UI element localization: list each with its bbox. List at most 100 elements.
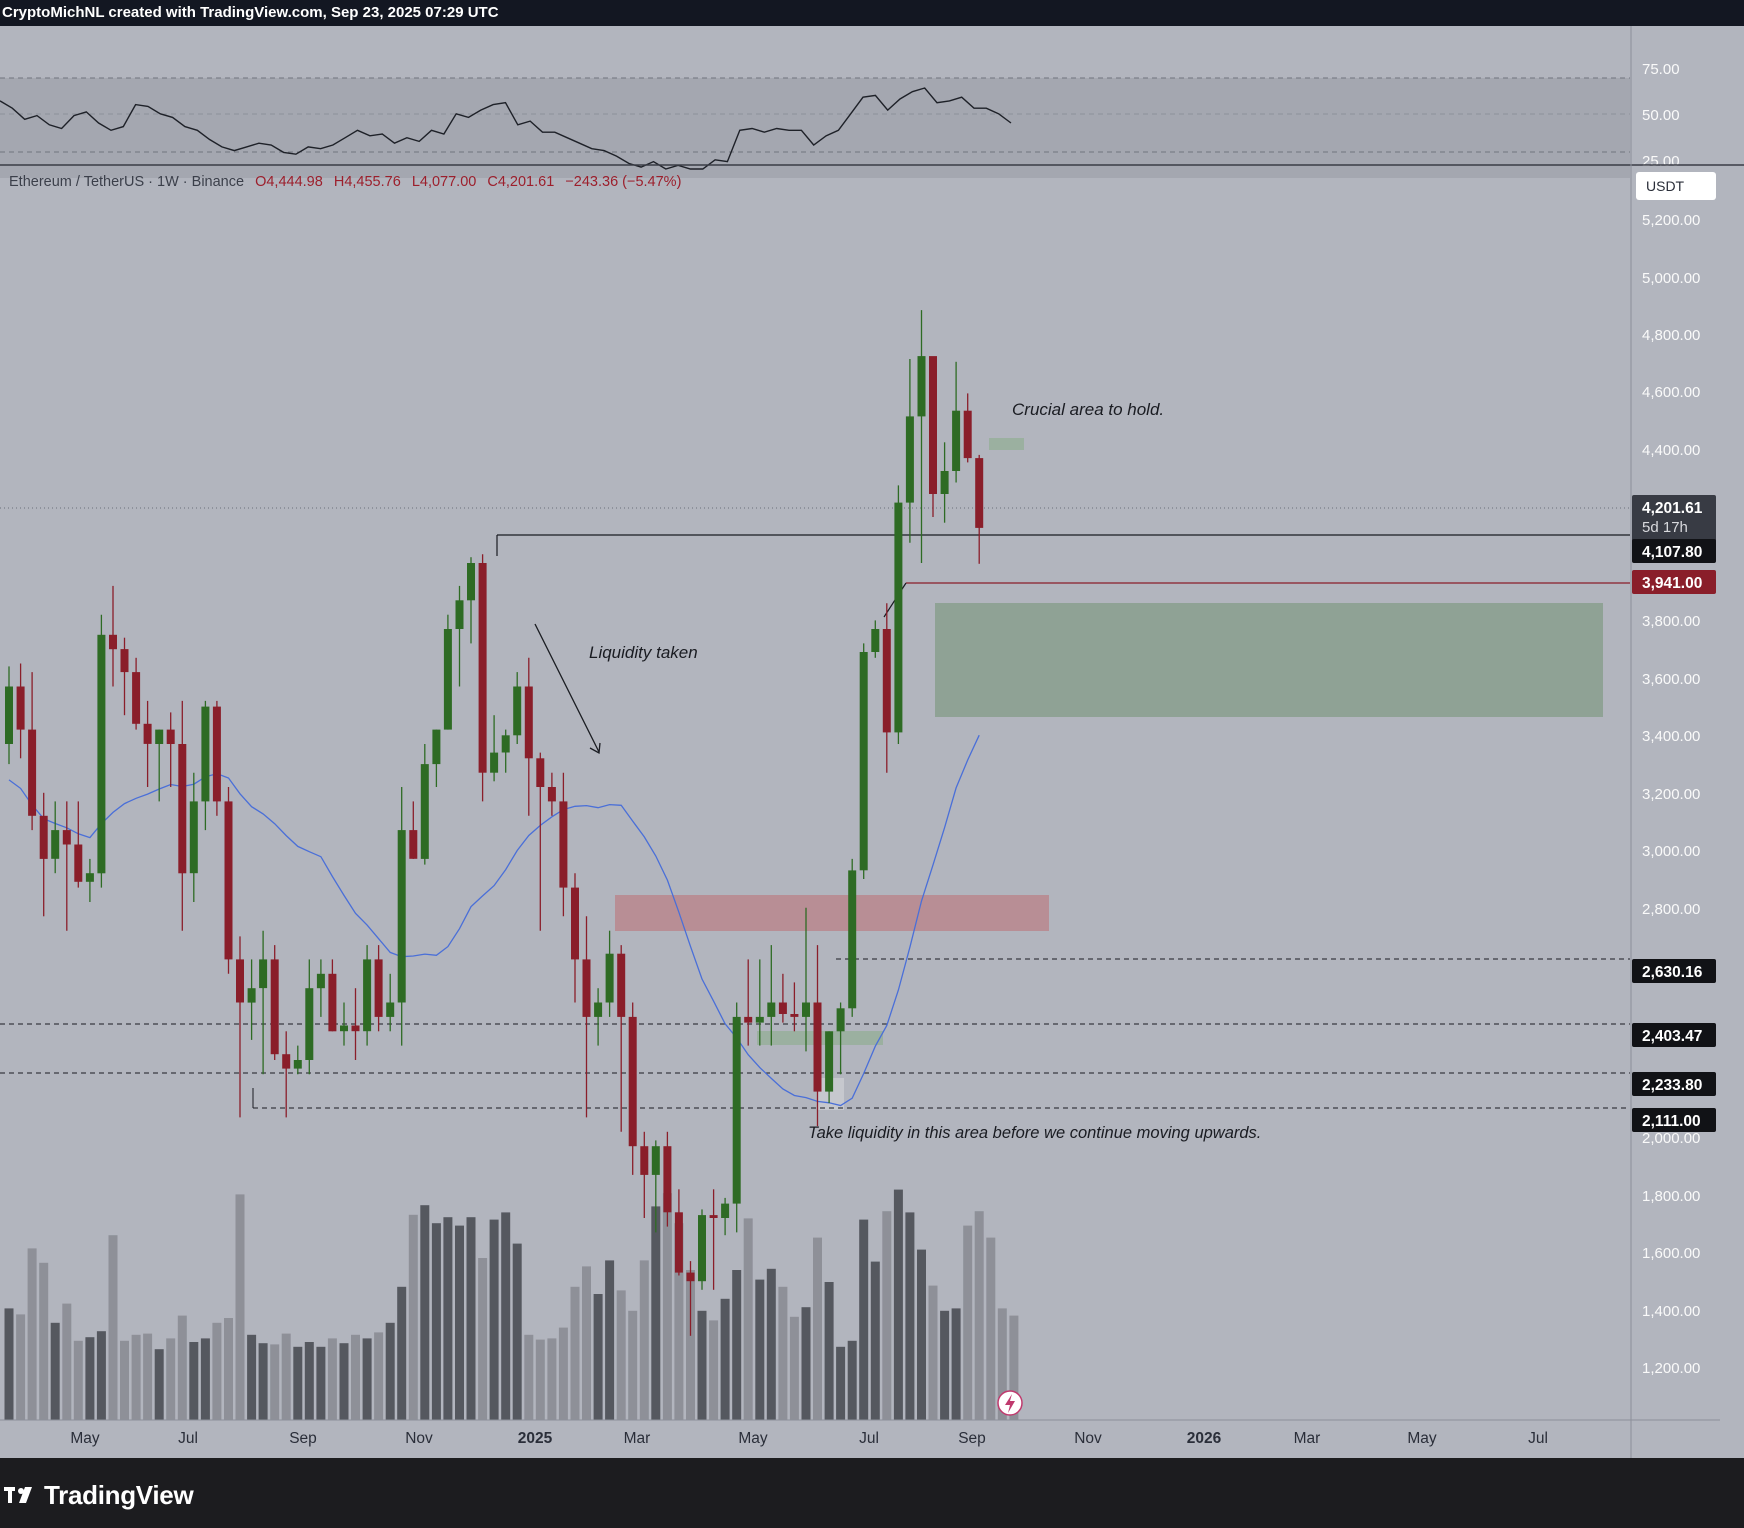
time-axis[interactable]: May Jul Sep Nov 2025 Mar May Jul Sep Nov…: [70, 1430, 1548, 1447]
candle-body: [940, 471, 949, 494]
volume-bar: [120, 1340, 129, 1420]
time-tick-label: Mar: [1294, 1430, 1321, 1447]
candle-body: [432, 729, 441, 765]
volume-bar: [582, 1266, 591, 1420]
volume-bar: [385, 1322, 395, 1420]
annotation-liquidity-taken: Liquidity taken: [589, 643, 698, 662]
volume-bar: [27, 1248, 37, 1420]
volume-bar: [512, 1243, 522, 1420]
candle-body: [825, 1031, 834, 1092]
volume-bar: [50, 1322, 60, 1420]
candle-body: [201, 706, 210, 802]
symbol-legend[interactable]: Ethereum / TetherUS · 1W · Binance O4,44…: [9, 174, 688, 190]
candle-body: [721, 1203, 730, 1218]
chart-canvas[interactable]: 75.00 50.00 25.00 Liquidity taken Crucia…: [0, 26, 1744, 1458]
time-tick-label: Jul: [1528, 1430, 1548, 1447]
volume-bar: [732, 1270, 742, 1420]
candle-body: [51, 830, 60, 859]
volume-bar: [16, 1314, 26, 1420]
tradingview-brand[interactable]: TradingView: [4, 1478, 194, 1512]
volume-bar: [200, 1338, 210, 1420]
candle-body: [236, 959, 244, 1003]
volume-bar: [997, 1308, 1007, 1420]
time-tick-label: Mar: [624, 1430, 651, 1447]
volume-bar: [558, 1327, 568, 1420]
candle-body: [905, 416, 914, 503]
volume-bar: [466, 1217, 476, 1420]
candle-body: [651, 1146, 660, 1175]
candle-body: [605, 953, 614, 1003]
volume-bar: [431, 1223, 441, 1420]
volume-bar: [651, 1206, 661, 1420]
candle-body: [363, 959, 372, 1032]
currency-selector[interactable]: USDT: [1636, 172, 1716, 200]
volume-bar: [166, 1338, 176, 1420]
volume-bar: [570, 1286, 580, 1420]
candle-body: [524, 686, 533, 759]
volume-bar: [270, 1344, 280, 1420]
volume-bar: [801, 1307, 811, 1420]
volume-bar: [189, 1342, 199, 1420]
price-tick-label: 1,400.00: [1642, 1303, 1700, 1320]
attribution-header: CryptoMichNL created with TradingView.co…: [0, 0, 1744, 26]
level-text-2233: 2,233.80: [1642, 1077, 1702, 1094]
volume-bar: [154, 1349, 164, 1420]
candle-body: [120, 649, 129, 673]
price-tick-label: 1,800.00: [1642, 1188, 1700, 1205]
candle-body: [975, 458, 984, 528]
rsi-tick-label: 50.00: [1642, 107, 1680, 124]
time-tick-label: Sep: [289, 1430, 317, 1447]
volume-bar: [743, 1218, 753, 1420]
liquidity-arrow: [534, 623, 600, 753]
candle-body: [802, 1002, 810, 1017]
candle-body: [513, 686, 522, 736]
candle-body: [39, 815, 48, 859]
footer-bar: TradingView: [0, 1458, 1744, 1528]
candle-body: [478, 563, 487, 773]
volume-bar: [593, 1294, 603, 1420]
price-tick-label: 1,600.00: [1642, 1245, 1700, 1262]
candle-body: [929, 356, 937, 494]
volume-bar: [778, 1286, 788, 1420]
volume-bar: [951, 1308, 961, 1420]
candle-body: [305, 988, 314, 1060]
legend-close: C4,201.61: [487, 174, 555, 190]
candle-body: [732, 1016, 741, 1204]
candle-body: [420, 764, 429, 859]
price-axis[interactable]: 5,200.00 5,000.00 4,800.00 4,600.00 4,40…: [1642, 212, 1700, 1377]
volume-bar: [62, 1303, 72, 1420]
crucial-zone: [989, 438, 1024, 450]
candle-body: [189, 801, 198, 874]
legend-change: −243.36 (−5.47%): [565, 174, 682, 190]
volume-bar: [836, 1346, 846, 1420]
volume-bar: [547, 1338, 557, 1420]
volume-bar: [501, 1212, 511, 1420]
candle-body: [917, 356, 926, 417]
volume-bar: [108, 1235, 118, 1420]
volume-bar: [443, 1217, 453, 1420]
level-text-2403: 2,403.47: [1642, 1028, 1702, 1045]
candle-body: [952, 410, 961, 471]
liquidity-arrow-head: [589, 742, 601, 755]
volume-bar: [917, 1249, 926, 1420]
candle-body: [132, 672, 141, 724]
candle-body: [409, 830, 418, 859]
price-markers: 4,201.61 5d 17h 4,107.80 3,941.00 2,630.…: [1632, 495, 1716, 1132]
candle-body: [316, 973, 325, 989]
candle-body: [5, 686, 13, 744]
current-price-badge: [1632, 495, 1716, 545]
candle-body: [709, 1215, 718, 1218]
volume-bar: [524, 1334, 534, 1420]
volume-bar: [478, 1258, 488, 1420]
volume-bar: [247, 1334, 257, 1420]
volume-bar: [986, 1237, 996, 1420]
candle-body: [397, 830, 406, 1003]
resistance-text: 4,107.80: [1642, 544, 1702, 561]
price-tick-label: 1,200.00: [1642, 1360, 1700, 1377]
flash-icon[interactable]: [997, 1390, 1023, 1416]
legend-high: H4,455.76: [333, 174, 401, 190]
candle-body: [628, 1016, 637, 1147]
time-tick-label: Sep: [958, 1430, 986, 1447]
time-tick-label: May: [738, 1430, 768, 1447]
price-tick-label: 3,200.00: [1642, 786, 1700, 803]
